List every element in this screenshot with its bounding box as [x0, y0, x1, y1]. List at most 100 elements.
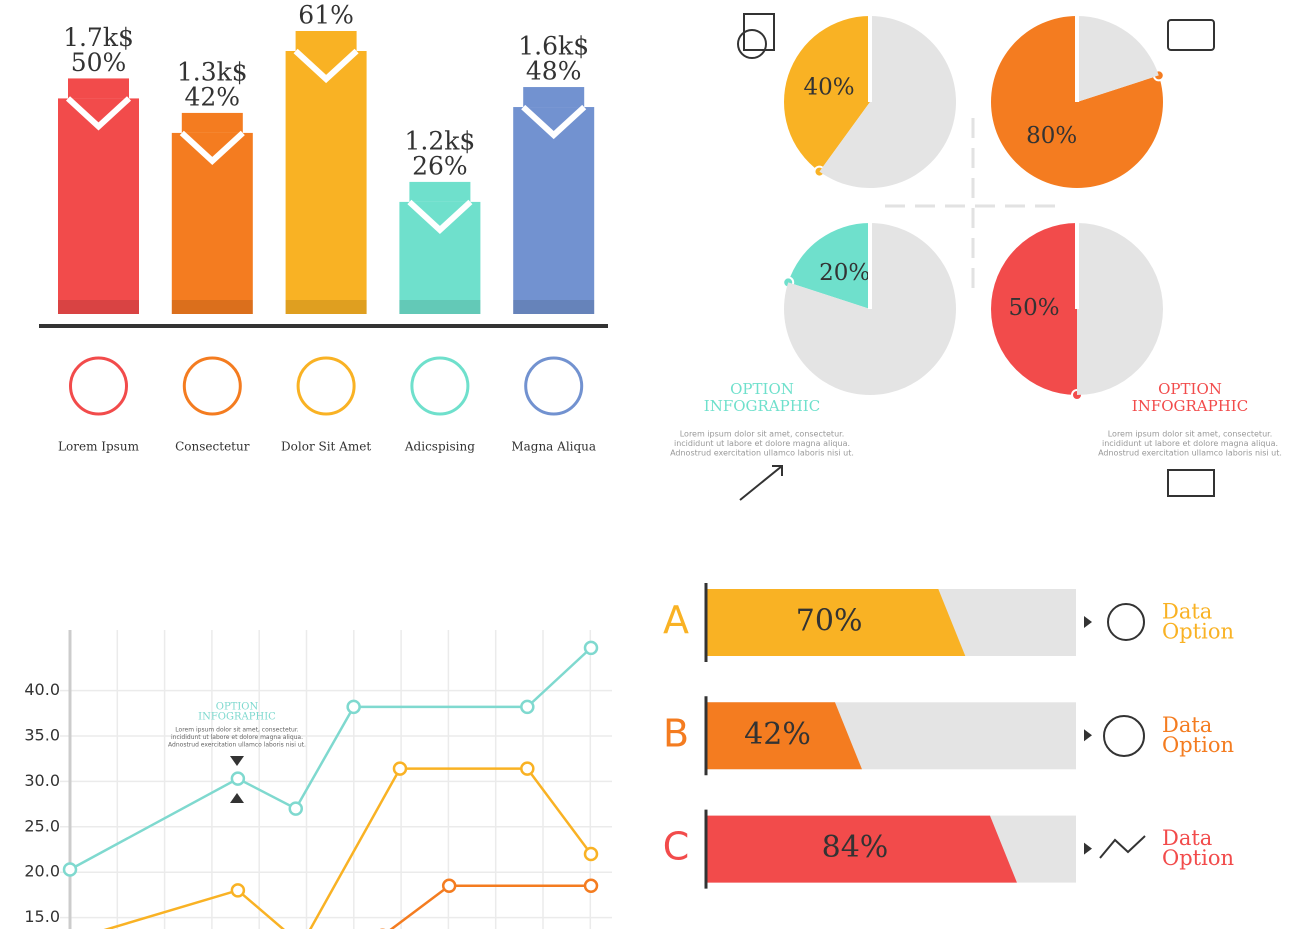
line-marker: [441, 878, 457, 894]
category-icon: [182, 356, 242, 416]
x-tick-label: Adicspising: [404, 440, 475, 454]
note: incididunt ut labore et dolore magna ali…: [1102, 439, 1278, 448]
annotation: INFOGRAPHIC: [704, 397, 820, 415]
bar-base-shade: [399, 300, 481, 314]
value-label: 61%: [298, 1, 354, 30]
note: Lorem ipsum dolor sit amet, consectetur.: [680, 430, 845, 439]
annotation: INFOGRAPHIC: [198, 712, 276, 723]
pie-slice: [991, 223, 1077, 395]
icons: [737, 13, 1215, 859]
y-tick-label: 20.0: [24, 862, 60, 881]
icon-pie: [1103, 715, 1145, 757]
arrow: [1084, 842, 1092, 855]
annotation: OPTION: [1158, 380, 1222, 398]
bar-tab: [181, 112, 243, 133]
bar-chevron: [521, 104, 587, 140]
note: Lorem ipsum dolor sit amet, consectetur.: [175, 727, 298, 734]
category-letter: C: [663, 825, 690, 869]
pointer: [230, 793, 244, 803]
value-label: 42%: [744, 717, 811, 752]
amount-label: 1.6k$: [518, 32, 589, 61]
value-label: 26%: [412, 151, 468, 180]
pie-slice: [991, 16, 1164, 189]
bar-tab: [68, 78, 129, 99]
note: Lorem ipsum dolor sit amet, consectetur.: [1108, 430, 1273, 439]
category-icon: [69, 356, 128, 416]
side-label: Data: [1162, 826, 1212, 850]
y-tick-label: 15.0: [24, 907, 60, 926]
bar: [707, 815, 1017, 883]
bar-tab: [295, 31, 357, 51]
line-marker: [230, 883, 246, 898]
annotation: OPTION: [730, 380, 794, 398]
category-icon: [410, 356, 470, 416]
bar: [285, 51, 367, 314]
pointer: [230, 756, 244, 766]
x-tick-label: Dolor Sit Amet: [281, 440, 371, 454]
amount-label: 1.2k$: [404, 126, 475, 155]
icon-chart: [737, 29, 767, 59]
icon-trend: [1099, 835, 1146, 859]
slice-label: 80%: [1026, 123, 1077, 149]
bar: [58, 98, 139, 314]
line-marker: [62, 862, 78, 877]
arrow: [1084, 729, 1092, 742]
side-label: Option: [1162, 733, 1234, 757]
bar: [707, 702, 862, 770]
pie-slice: [1077, 16, 1159, 102]
x-tick-label: Magna Aliqua: [511, 440, 596, 454]
value-label: 48%: [526, 57, 582, 86]
value-label: 84%: [822, 830, 889, 865]
bar-chevron: [179, 130, 245, 165]
bar: [707, 589, 966, 656]
value-label: 42%: [185, 82, 241, 111]
icon-head: [1107, 603, 1145, 641]
line-marker: [583, 640, 599, 656]
arrow: [1084, 616, 1092, 628]
y-tick-label: 25.0: [24, 816, 60, 835]
icon-money: [1167, 469, 1215, 497]
category-letter: B: [663, 711, 689, 755]
bar-chevron: [407, 199, 473, 234]
annotation: INFOGRAPHIC: [1132, 397, 1248, 415]
bar-tab: [523, 87, 585, 108]
side-label: Data: [1162, 600, 1212, 624]
side-label: Option: [1162, 846, 1234, 870]
pie-slice: [788, 223, 870, 309]
bar-base-shade: [513, 300, 595, 314]
y-tick-label: 40.0: [24, 680, 60, 699]
note: Adnostrud exercitation ullamco laboris n…: [670, 449, 854, 458]
bar-base-shade: [58, 300, 139, 314]
pie-slice: [1077, 223, 1163, 395]
category-icon: [524, 356, 584, 416]
line-marker: [288, 801, 304, 816]
note: incididunt ut labore et dolore magna ali…: [171, 734, 303, 741]
note: Adnostrud exercitation ullamco laboris n…: [1098, 449, 1282, 458]
x-tick-label: Lorem Ipsum: [58, 440, 140, 454]
bar-chevron: [65, 96, 132, 131]
line-marker: [346, 699, 361, 715]
bar-chevron: [293, 48, 359, 84]
annotation: OPTION: [216, 702, 259, 713]
slice-label: 20%: [819, 260, 870, 286]
line-marker: [583, 846, 599, 862]
bar-base-shade: [285, 300, 367, 314]
slice-label: 40%: [804, 75, 855, 101]
pie-slice: [819, 16, 956, 188]
icon-briefcase: [1167, 19, 1215, 51]
line-marker: [230, 771, 246, 786]
side-label: Option: [1162, 620, 1234, 644]
line-marker: [520, 699, 535, 715]
bar: [513, 107, 595, 314]
value-label: 70%: [796, 604, 863, 639]
note: Adnostrud exercitation ullamco laboris n…: [168, 742, 306, 749]
bar-base-shade: [171, 300, 253, 314]
bar: [399, 201, 481, 314]
line-marker: [520, 761, 535, 776]
note: incididunt ut labore et dolore magna ali…: [674, 439, 850, 448]
amount-label: 1.3k$: [177, 57, 248, 86]
y-tick-label: 35.0: [24, 725, 60, 744]
amount-label: 1.7k$: [63, 23, 134, 52]
